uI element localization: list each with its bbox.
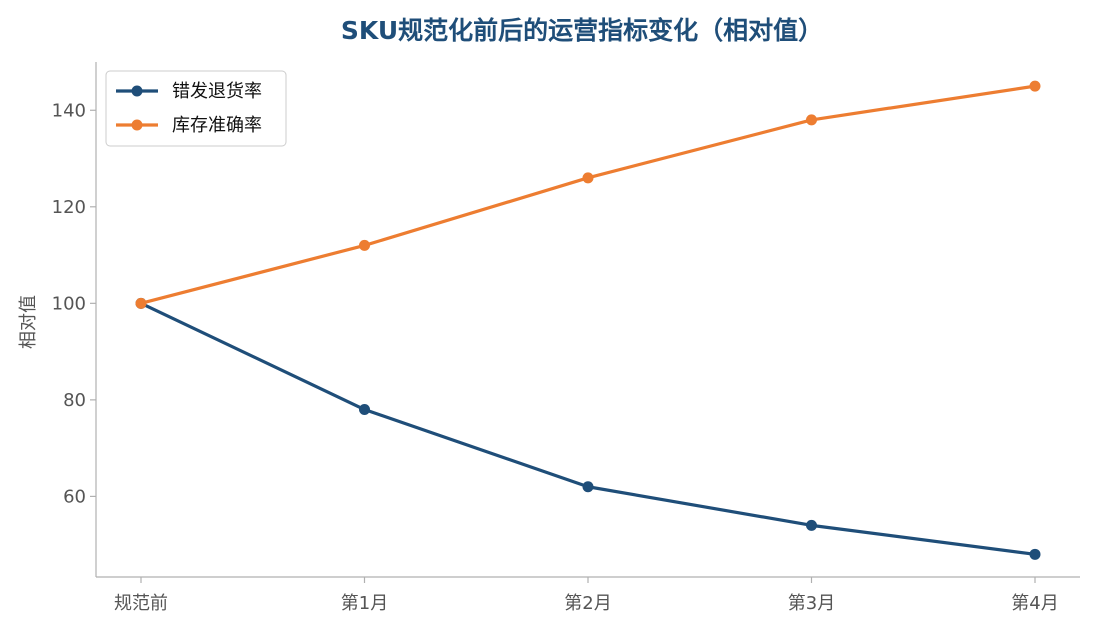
x-tick-label: 第4月 — [1011, 593, 1058, 614]
x-tick-label: 第3月 — [788, 593, 835, 614]
data-point — [806, 519, 817, 531]
y-tick-label: 120 — [52, 197, 86, 218]
series-line — [139, 301, 1037, 556]
series-2 — [135, 80, 1041, 309]
data-point — [1029, 548, 1041, 560]
y-tick-label: 60 — [63, 486, 86, 507]
chart-title: SKU规范化前后的运营指标变化（相对值） — [341, 16, 823, 45]
axis-ticks: 60 80 100 120 140 规范前 第1月 第2月 第3月 第4月 — [52, 100, 1059, 614]
legend-label: 错发退货率 — [172, 81, 262, 102]
series-lines — [135, 80, 1041, 560]
data-point — [135, 297, 147, 309]
data-point — [582, 172, 594, 184]
data-point — [1029, 80, 1041, 92]
data-point — [359, 404, 370, 416]
legend-swatch-marker — [131, 119, 143, 131]
series-1 — [135, 297, 1041, 560]
data-point — [806, 114, 817, 126]
data-point — [582, 481, 594, 493]
x-tick-label: 规范前 — [114, 593, 168, 614]
y-tick-label: 140 — [52, 100, 86, 121]
y-tick-label: 100 — [52, 293, 86, 314]
legend-swatch-marker — [131, 85, 143, 97]
x-tick-label: 第2月 — [564, 593, 611, 614]
data-point — [359, 239, 370, 251]
y-axis-label: 相对值 — [18, 295, 39, 349]
x-tick-label: 第1月 — [341, 593, 388, 614]
y-tick-label: 80 — [63, 390, 86, 411]
legend-label: 库存准确率 — [172, 115, 262, 136]
